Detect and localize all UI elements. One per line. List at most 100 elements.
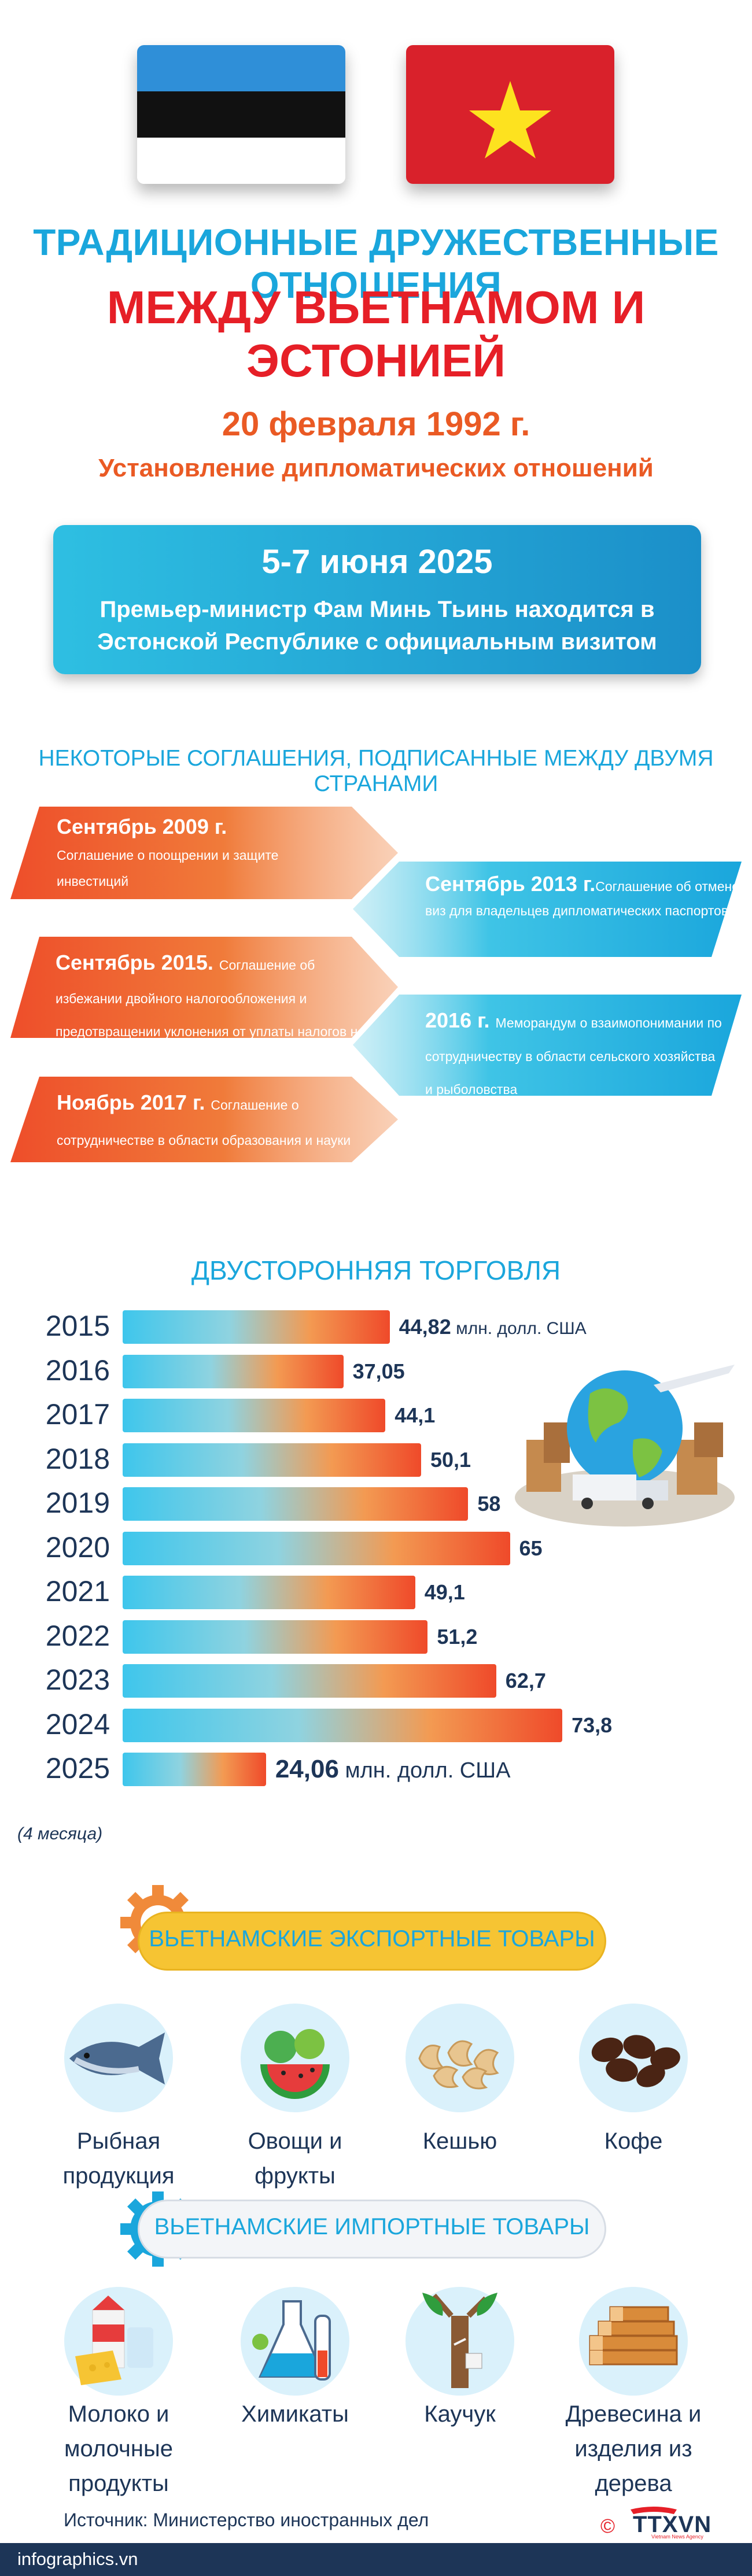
agreement-date: 2016 г. Меморандум о взаимопонимании по … bbox=[425, 1008, 722, 1097]
agreement-item: Ноябрь 2017 г. Соглашение о сотрудничест… bbox=[10, 1077, 398, 1162]
title-line-2: МЕЖДУ ВЬЕТНАМОМ И ЭСТОНИЕЙ bbox=[106, 282, 646, 386]
bar-unit: млн. долл. США bbox=[451, 1319, 587, 1338]
vietnam-flag bbox=[406, 45, 614, 184]
visit-box: 5-7 июня 2025 Премьер-министр Фам Минь Т… bbox=[53, 525, 701, 674]
bar-value-label: 24,06 млн. долл. США bbox=[275, 1755, 511, 1784]
bar-value: 62,7 bbox=[505, 1669, 546, 1692]
year-label: 2024 bbox=[45, 1708, 110, 1740]
year-label: 2015 bbox=[45, 1310, 110, 1342]
bar-value: 73,8 bbox=[572, 1713, 613, 1737]
trade-bar bbox=[123, 1487, 469, 1521]
wood-icon bbox=[578, 2293, 688, 2391]
bar-value: 58 bbox=[477, 1492, 501, 1516]
agreement-date: Сентябрь 2015. Соглашение об избежании д… bbox=[56, 951, 366, 1073]
bar-value: 37,05 bbox=[352, 1359, 405, 1383]
bar-value: 24,06 bbox=[275, 1755, 339, 1783]
product-label: Кешью bbox=[422, 2128, 497, 2154]
agreement-item: Сентябрь 2009 г. Соглашение о поощрении … bbox=[10, 807, 398, 899]
site-link[interactable]: infographics.vn bbox=[17, 2549, 138, 2569]
source-text: Источник: Министерство иностранных дел bbox=[64, 2510, 429, 2530]
agreement-date: Сентябрь 2013 г.Соглашение об отмене виз… bbox=[425, 872, 739, 918]
exports-heading-pill: ВЬЕТНАМСКИЕ ЭКСПОРТНЫЕ ТОВАРЫ bbox=[138, 1912, 606, 1971]
bar-value: 65 bbox=[519, 1536, 543, 1560]
trade-bar bbox=[123, 1576, 415, 1609]
estonia-flag bbox=[137, 45, 345, 184]
agreement-item: 2016 г. Меморандум о взаимопонимании по … bbox=[353, 995, 742, 1097]
rubber-tree-icon bbox=[405, 2293, 515, 2391]
bar-value: 49,1 bbox=[424, 1580, 465, 1604]
bar-value-label: 49,1 bbox=[425, 1580, 465, 1605]
relations-date: 20 февраля 1992 г. bbox=[222, 405, 530, 443]
year-label: 2021 bbox=[45, 1575, 110, 1607]
product-label: Молоко и молочные продукты bbox=[64, 2401, 173, 2496]
agreement-text: Меморандум о взаимопонимании по сотрудни… bbox=[425, 1015, 722, 1097]
agreement-date: Ноябрь 2017 г. Соглашение о сотрудничест… bbox=[57, 1091, 351, 1148]
trade-bar bbox=[123, 1531, 510, 1565]
fish-icon bbox=[64, 2009, 174, 2108]
product-label: Каучук bbox=[424, 2401, 496, 2427]
trade-bar bbox=[123, 1620, 428, 1654]
dairy-icon bbox=[64, 2293, 174, 2391]
relations-description: Установление дипломатических отношений bbox=[98, 454, 654, 482]
agreement-text: Соглашение о сотрудничестве в области об… bbox=[57, 1097, 351, 1148]
chemicals-icon bbox=[240, 2293, 350, 2391]
agreement-text: Соглашение об отмене виз для владельцев … bbox=[425, 879, 739, 918]
copyright-mark: © bbox=[600, 2515, 615, 2537]
trade-bar bbox=[123, 1664, 496, 1698]
agreement-text: Соглашение об избежании двойного налогоо… bbox=[56, 958, 366, 1073]
bar-value: 44,1 bbox=[395, 1403, 436, 1427]
logo-sub: Vietnam News Agency bbox=[651, 2534, 703, 2540]
bar-unit: млн. долл. США bbox=[338, 1758, 511, 1783]
year-label: 2025 bbox=[45, 1752, 110, 1784]
visit-description: Премьер-министр Фам Минь Тьинь находится… bbox=[97, 597, 657, 655]
year-label: 2022 bbox=[45, 1619, 110, 1652]
exports-list: Рыбная продукция Овощи и фрукты Кешью Кофе bbox=[0, 1998, 752, 2200]
title-line-1: ТРАДИЦИОННЫЕ ДРУЖЕСТВЕННЫЕ ОТНОШЕНИЯ bbox=[33, 221, 719, 306]
year-label: 2017 bbox=[45, 1398, 110, 1431]
year-label: 2016 bbox=[45, 1354, 110, 1387]
globe-trade-illustration bbox=[509, 1341, 740, 1538]
bar-value-label: 73,8 bbox=[572, 1713, 612, 1738]
product-label: Кофе bbox=[604, 2128, 663, 2154]
trade-bar bbox=[123, 1310, 390, 1344]
trade-bar bbox=[123, 1354, 344, 1388]
bar-value-label: 44,1 bbox=[395, 1403, 435, 1428]
year-label: 2023 bbox=[45, 1664, 110, 1696]
trade-bar bbox=[123, 1753, 266, 1786]
bar-value-label: 58 bbox=[477, 1492, 500, 1516]
imports-heading-pill: ВЬЕТНАМСКИЕ ИМПОРТНЫЕ ТОВАРЫ bbox=[138, 2200, 606, 2259]
agreement-text: Соглашение о поощрении и защите инвестиц… bbox=[57, 848, 279, 889]
bar-value-label: 50,1 bbox=[430, 1448, 471, 1472]
bar-value: 44,82 bbox=[399, 1315, 451, 1339]
bar-value-label: 51,2 bbox=[437, 1625, 477, 1649]
visit-date: 5-7 июня 2025 bbox=[261, 543, 493, 581]
bar-value-label: 44,82 млн. долл. США bbox=[399, 1315, 587, 1339]
product-label: Рыбная продукция bbox=[62, 2128, 175, 2189]
ttxvn-logo: TTXVN Vietnam News Agency bbox=[631, 2504, 740, 2540]
imports-list: Молоко и молочные продукты Химикаты Каучук… bbox=[0, 2281, 752, 2507]
bar-value: 50,1 bbox=[430, 1447, 471, 1472]
product-label: Химикаты bbox=[241, 2401, 349, 2427]
vegetables-icon bbox=[240, 2009, 350, 2108]
bar-value-label: 65 bbox=[519, 1536, 543, 1561]
trade-chart: 2015 44,82 млн. долл. США 2016 37,05 2017 44,… bbox=[0, 1301, 752, 1821]
product-label: Овощи и фрукты bbox=[248, 2128, 342, 2189]
exports-heading: ВЬЕТНАМСКИЕ ЭКСПОРТНЫЕ ТОВАРЫ bbox=[149, 1926, 595, 1952]
bar-value-label: 37,05 bbox=[353, 1359, 405, 1384]
agreement-item: Сентябрь 2013 г.Соглашение об отмене виз… bbox=[353, 862, 742, 957]
bar-value-label: 62,7 bbox=[506, 1669, 546, 1693]
trade-bar bbox=[123, 1399, 386, 1432]
imports-heading: ВЬЕТНАМСКИЕ ИМПОРТНЫЕ ТОВАРЫ bbox=[154, 2214, 590, 2239]
trade-bar bbox=[123, 1443, 422, 1477]
year-label: 2020 bbox=[45, 1531, 110, 1564]
agreement-item: Сентябрь 2015. Соглашение об избежании д… bbox=[10, 937, 398, 1073]
bar-value: 51,2 bbox=[437, 1624, 478, 1649]
trade-note: (4 месяца) bbox=[17, 1824, 103, 1843]
year-label: 2019 bbox=[45, 1487, 110, 1519]
coffee-icon bbox=[578, 2009, 688, 2108]
trade-bar bbox=[123, 1708, 563, 1742]
trade-heading: ДВУСТОРОННЯЯ ТОРГОВЛЯ bbox=[191, 1255, 561, 1285]
star-icon bbox=[469, 81, 551, 158]
agreements-heading: НЕКОТОРЫЕ СОГЛАШЕНИЯ, ПОДПИСАННЫЕ МЕЖДУ … bbox=[38, 746, 714, 796]
agreement-date: Сентябрь 2009 г. bbox=[57, 815, 227, 838]
